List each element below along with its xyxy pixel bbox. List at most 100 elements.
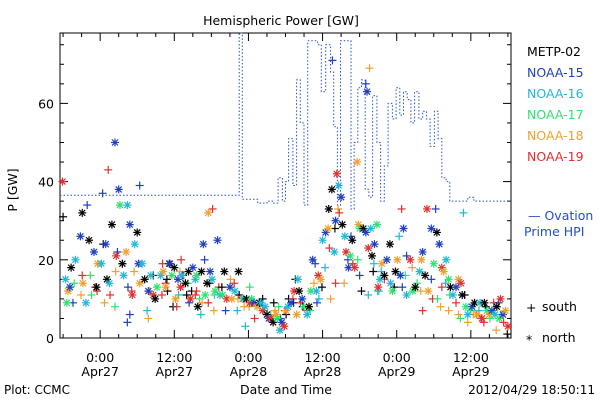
north-point (417, 255, 426, 264)
chart-title: Hemispheric Power [GW] (203, 13, 359, 28)
south-point (416, 287, 425, 296)
south-point (317, 283, 326, 292)
north-point (207, 275, 216, 284)
north-point (382, 255, 391, 264)
south-point (499, 318, 508, 327)
north-point (234, 267, 243, 276)
north-point (115, 201, 124, 210)
north-point (167, 271, 176, 280)
north-point (402, 290, 411, 299)
south-point (492, 326, 501, 335)
north-point (432, 228, 441, 237)
north-point (152, 283, 161, 292)
north-point (473, 310, 482, 319)
north-point (125, 220, 134, 229)
north-point (308, 255, 317, 264)
north-point (452, 283, 461, 292)
north-point (334, 181, 343, 190)
north-point (411, 283, 420, 292)
south-point (418, 306, 427, 315)
south-point (130, 267, 139, 276)
north-point (293, 275, 302, 284)
north-point (496, 294, 505, 303)
north-symbol-glyph: * (526, 332, 532, 347)
south-point (245, 283, 254, 292)
north-point (61, 275, 70, 284)
north-point (448, 290, 457, 299)
north-point (418, 247, 427, 256)
x-tick-date: Apr27 (156, 364, 194, 379)
x-tick-date: Apr28 (230, 364, 268, 379)
north-point (338, 220, 347, 229)
x-tick-time: 0:00 (383, 350, 411, 365)
south-point (143, 306, 152, 315)
south-point (456, 314, 465, 323)
north-point (318, 236, 327, 245)
south-point (269, 298, 278, 307)
north-point (304, 302, 313, 311)
x-tick-date: Apr28 (304, 364, 342, 379)
south-point (111, 267, 120, 276)
south-point (135, 181, 144, 190)
north-point (220, 267, 229, 276)
north-point (372, 220, 381, 229)
south-point (209, 306, 218, 315)
south-point (86, 271, 95, 280)
south-point (106, 290, 115, 299)
south-point (158, 259, 167, 268)
south-point (182, 290, 191, 299)
south-point (427, 275, 436, 284)
north-point (363, 87, 372, 96)
x-tick-time: 0:00 (234, 350, 262, 365)
south-point (77, 290, 86, 299)
north-point (421, 271, 430, 280)
south-point (157, 290, 166, 299)
north-point (399, 224, 408, 233)
north-point (366, 224, 375, 233)
ovation-series-line (60, 32, 511, 210)
north-point (480, 298, 489, 307)
south-point (353, 255, 362, 264)
y-tick-label: 0 (46, 331, 54, 346)
north-point (340, 232, 349, 241)
north-point (353, 158, 362, 167)
north-point (442, 255, 451, 264)
north-point (337, 193, 346, 202)
north-point (385, 240, 394, 249)
north-point (133, 228, 142, 237)
south-point (230, 279, 239, 288)
north-point (107, 220, 116, 229)
north-point (332, 169, 341, 178)
north-point (144, 287, 153, 296)
north-point (324, 224, 333, 233)
north-point (177, 271, 186, 280)
south-point (369, 267, 378, 276)
north-point (112, 251, 121, 260)
south-point (208, 204, 217, 213)
north-point (330, 247, 339, 256)
south-point (431, 204, 440, 213)
north-point (391, 267, 400, 276)
north-point (201, 290, 210, 299)
north-point (85, 236, 94, 245)
south-point (395, 232, 404, 241)
north-point (114, 185, 123, 194)
north-point (67, 263, 76, 272)
north-point (128, 290, 137, 299)
north-point (138, 259, 147, 268)
south-point (309, 279, 318, 288)
ovation-legend-line1: — Ovation (528, 208, 593, 223)
south-point (162, 275, 171, 284)
north-point (192, 271, 201, 280)
north-point (388, 287, 397, 296)
north-point (503, 322, 512, 331)
north-point (377, 259, 386, 268)
north-point (161, 283, 170, 292)
legend: METP-02 NOAA-15 NOAA-16 NOAA-17 NOAA-18 NOAA-… (527, 44, 584, 164)
north-point (101, 240, 110, 249)
south-point (357, 287, 366, 296)
north-point (199, 240, 208, 249)
south-point (250, 314, 259, 323)
ovation-legend-line2: Prime HPI (524, 224, 584, 239)
north-point (97, 259, 106, 268)
